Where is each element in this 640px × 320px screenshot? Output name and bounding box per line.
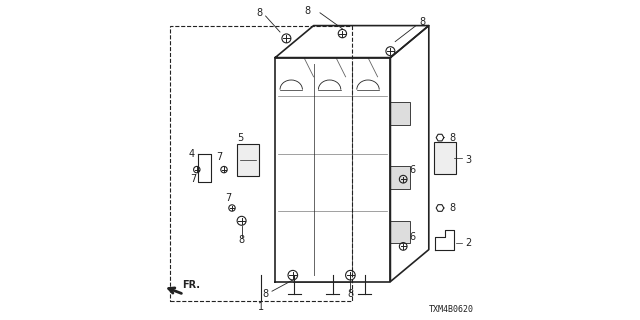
Text: 8: 8 bbox=[450, 132, 456, 143]
Text: 5: 5 bbox=[237, 132, 243, 143]
Text: 8: 8 bbox=[450, 203, 456, 213]
Text: 1: 1 bbox=[258, 302, 264, 312]
Text: 8: 8 bbox=[348, 289, 353, 300]
Text: 7: 7 bbox=[191, 174, 196, 184]
Text: 3: 3 bbox=[466, 155, 472, 165]
Bar bbox=[237, 144, 259, 176]
Text: 8: 8 bbox=[304, 6, 310, 16]
Bar bbox=[390, 166, 410, 189]
Text: 8: 8 bbox=[256, 8, 262, 18]
Text: TXM4B0620: TXM4B0620 bbox=[429, 305, 474, 314]
FancyBboxPatch shape bbox=[434, 142, 456, 174]
Bar bbox=[390, 102, 410, 125]
Text: 2: 2 bbox=[466, 238, 472, 248]
Text: 7: 7 bbox=[226, 193, 232, 204]
Text: 8: 8 bbox=[262, 289, 269, 300]
Text: 8: 8 bbox=[419, 17, 426, 28]
Bar bbox=[170, 26, 352, 301]
Text: 7: 7 bbox=[216, 152, 222, 162]
Text: FR.: FR. bbox=[182, 280, 200, 290]
Bar bbox=[390, 221, 410, 243]
Text: 6: 6 bbox=[410, 164, 416, 175]
Text: 6: 6 bbox=[410, 232, 416, 242]
Text: 8: 8 bbox=[239, 235, 244, 245]
Text: 4: 4 bbox=[189, 148, 195, 159]
